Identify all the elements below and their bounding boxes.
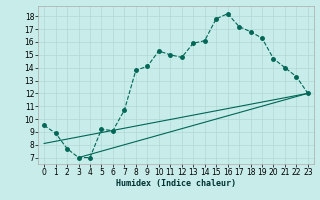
X-axis label: Humidex (Indice chaleur): Humidex (Indice chaleur) xyxy=(116,179,236,188)
